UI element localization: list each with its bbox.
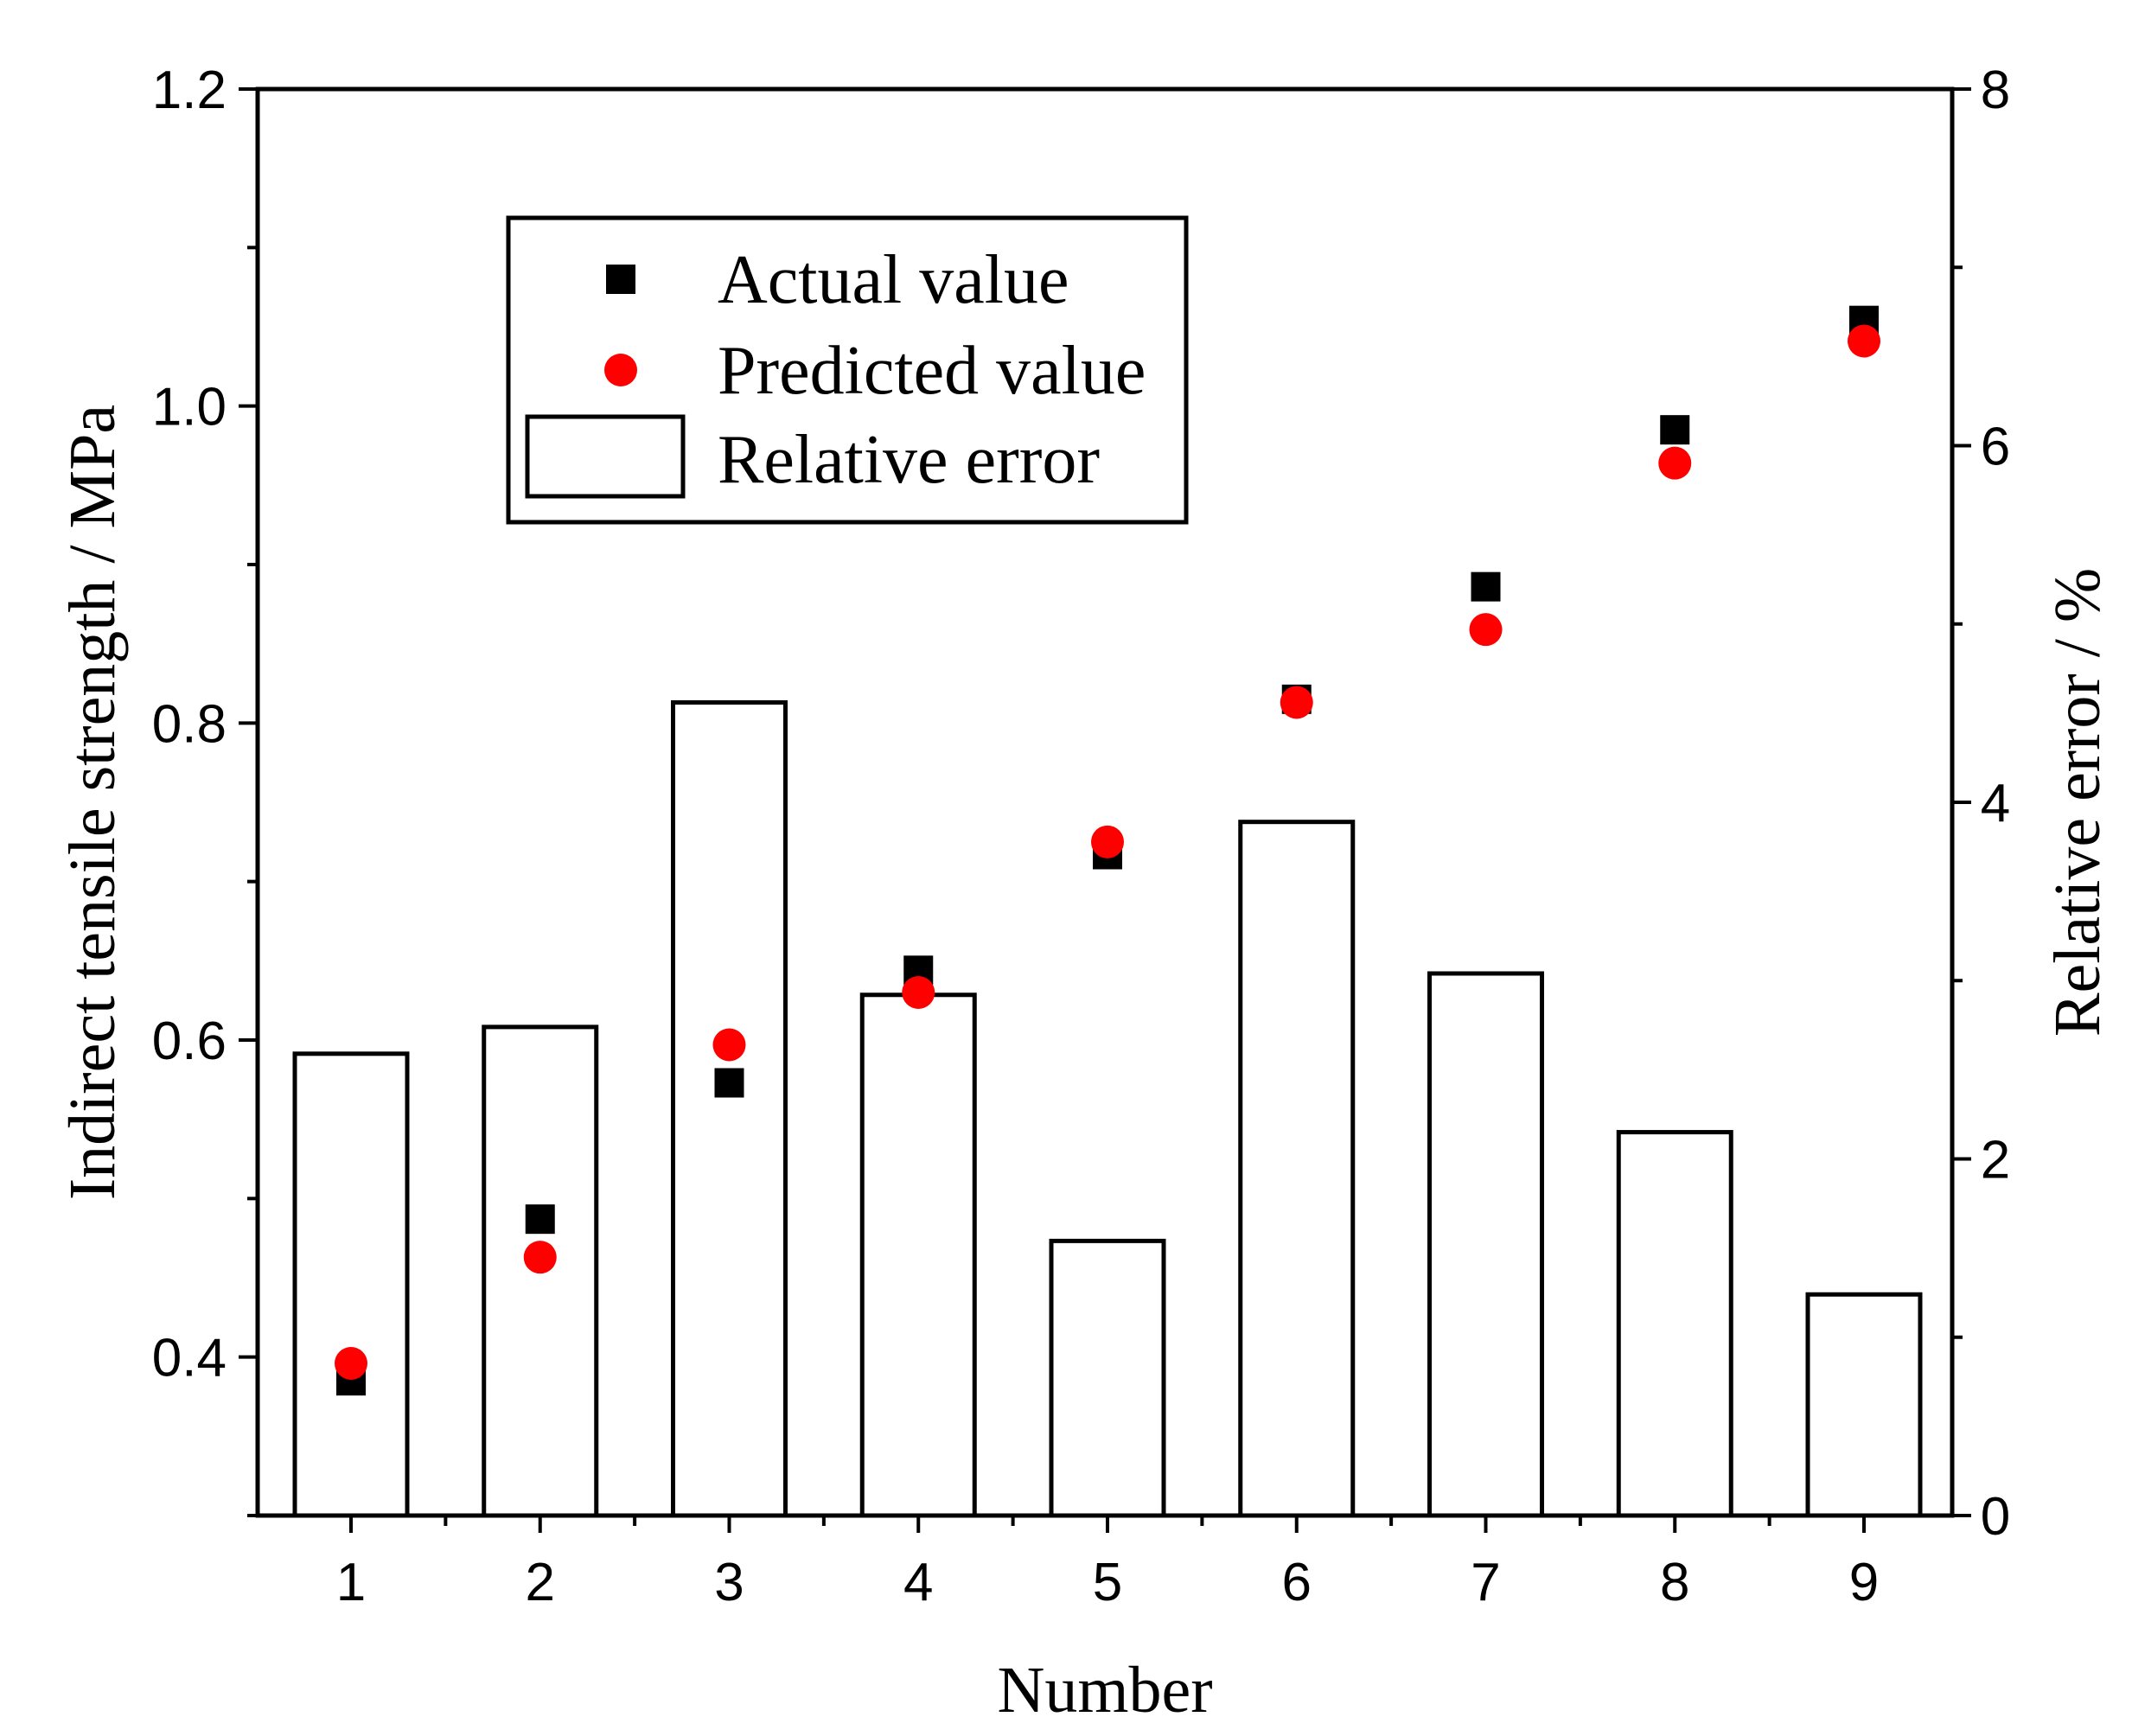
relative-error-bars: [292, 700, 1923, 1518]
axes: 1 2 3 4 5 6 7 8 9 0.4 0.6 0.8 1.0 1.2 0 2 4 6 8: [152, 61, 2010, 1612]
right-tick-label: 4: [1981, 774, 2010, 833]
left-tick-label: 1.0: [152, 378, 227, 437]
actual-value-point: [714, 1068, 744, 1098]
predicted-value-point: [1280, 686, 1313, 719]
actual-value-point: [525, 1204, 555, 1235]
x-tick-label: 7: [1471, 1553, 1500, 1612]
left-axis-title: Indirect tensile strength / MPa: [56, 405, 129, 1200]
relative-error-bar: [1049, 1238, 1166, 1518]
predicted-value-point: [712, 1028, 746, 1062]
relative-error-bar: [1805, 1292, 1923, 1518]
legend-actual-marker: [606, 265, 635, 294]
x-tick-label: 6: [1282, 1553, 1312, 1612]
relative-error-bar: [671, 700, 788, 1518]
legend-error-label: Relative error: [718, 422, 1100, 498]
legend-error-swatch: [525, 414, 686, 499]
right-tick-label: 0: [1981, 1487, 2010, 1547]
x-tick-label: 4: [903, 1553, 933, 1612]
relative-error-bar: [292, 1051, 410, 1518]
left-tick-label: 1.2: [152, 61, 227, 120]
predicted-value-point: [1469, 613, 1503, 647]
legend: Actual value Predicted value Relative er…: [506, 215, 1189, 525]
right-tick-label: 8: [1981, 61, 2010, 120]
legend-actual-label: Actual value: [718, 242, 1069, 318]
predicted-value-point: [1658, 446, 1692, 480]
left-tick-label: 0.8: [152, 694, 227, 754]
x-tick-label: 5: [1093, 1553, 1122, 1612]
relative-error-bar: [859, 992, 977, 1518]
actual-value-point: [1660, 415, 1690, 445]
right-axis-title: Relative error / %: [2041, 568, 2114, 1037]
value-markers: [335, 305, 1880, 1396]
x-tick-label: 9: [1849, 1553, 1879, 1612]
left-tick-label: 0.6: [152, 1012, 227, 1071]
x-tick-label: 2: [526, 1553, 555, 1612]
x-tick-label: 8: [1660, 1553, 1689, 1612]
x-axis-title: Number: [997, 1654, 1212, 1726]
predicted-value-point: [335, 1347, 367, 1380]
predicted-value-point: [523, 1241, 557, 1274]
left-tick-label: 0.4: [152, 1329, 227, 1388]
relative-error-bar: [1427, 971, 1544, 1518]
right-tick-label: 6: [1981, 418, 2010, 477]
predicted-value-point: [1091, 825, 1124, 858]
legend-predicted-marker: [604, 354, 637, 386]
actual-value-point: [1471, 571, 1501, 602]
relative-error-bar: [1238, 820, 1356, 1518]
predicted-value-point: [1848, 324, 1880, 358]
legend-predicted-label: Predicted value: [718, 333, 1146, 409]
right-tick-label: 2: [1981, 1131, 2010, 1190]
predicted-value-point: [902, 976, 935, 1009]
x-tick-label: 3: [714, 1553, 744, 1612]
relative-error-bar: [1616, 1130, 1733, 1518]
x-tick-label: 1: [336, 1553, 366, 1612]
